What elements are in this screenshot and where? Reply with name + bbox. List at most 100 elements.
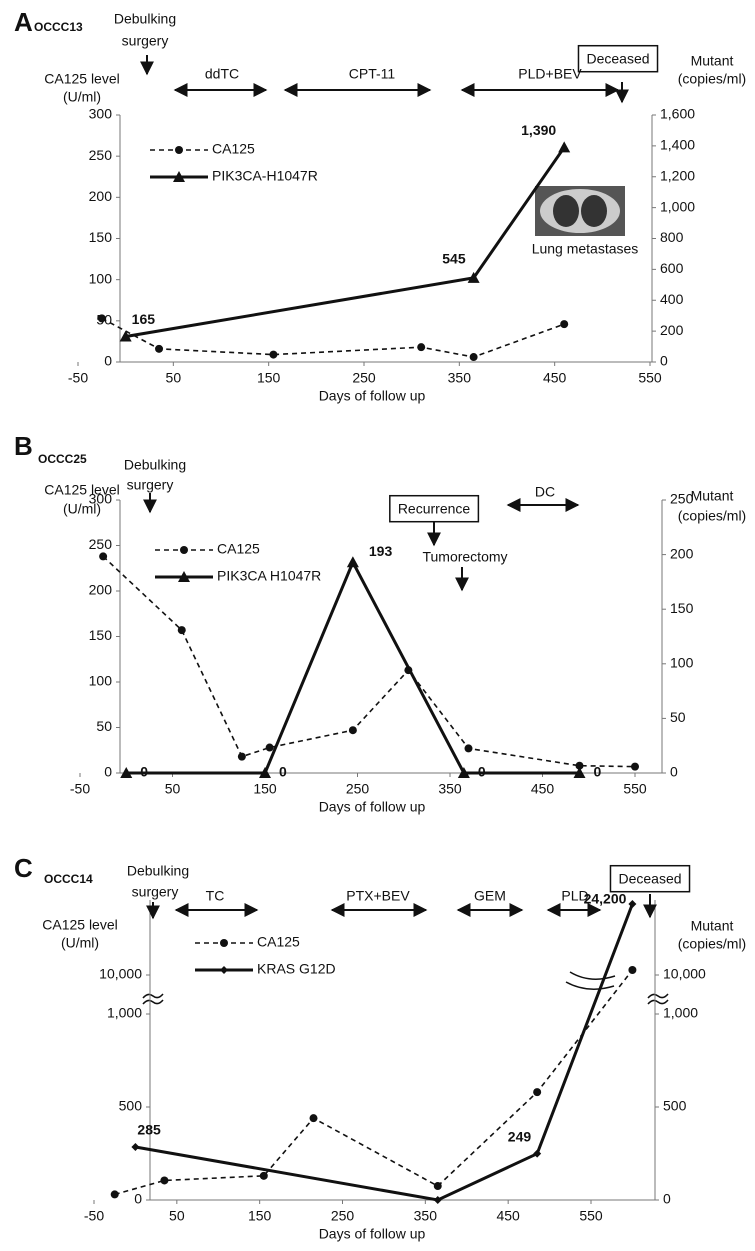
y2-tick-label: 1,600 bbox=[660, 106, 695, 122]
annotation: PLD+BEV bbox=[518, 66, 582, 82]
x-tick-label: 550 bbox=[623, 781, 647, 797]
point bbox=[469, 353, 478, 362]
y-tick-label: 150 bbox=[89, 229, 113, 245]
y-tick-label: 1,000 bbox=[107, 1005, 142, 1021]
legend-marker bbox=[220, 939, 228, 947]
data-label: 249 bbox=[508, 1128, 532, 1144]
point bbox=[433, 1196, 442, 1204]
point bbox=[457, 767, 470, 778]
series-line bbox=[102, 555, 636, 768]
point bbox=[467, 271, 480, 283]
point bbox=[309, 1114, 318, 1123]
annotation: Debulking bbox=[127, 863, 189, 879]
point bbox=[348, 726, 357, 735]
x-axis-label: Days of follow up bbox=[319, 1226, 426, 1242]
y2-tick-label: 800 bbox=[660, 229, 684, 245]
x-tick-label: 150 bbox=[253, 781, 277, 797]
legend-label: KRAS G12D bbox=[257, 961, 336, 977]
legend-marker bbox=[178, 571, 190, 582]
x-tick-label: 250 bbox=[331, 1208, 355, 1224]
legend-label: PIK3CA-H1047R bbox=[212, 168, 318, 184]
legend-marker bbox=[180, 546, 188, 554]
annotation: Debulking bbox=[124, 457, 186, 473]
y-axis-label: CA125 level bbox=[44, 482, 120, 498]
data-label: 0 bbox=[140, 764, 148, 780]
x-tick-label: -50 bbox=[84, 1208, 104, 1224]
legend-marker bbox=[175, 146, 183, 154]
y-axis-label: (U/ml) bbox=[63, 501, 101, 517]
y2-tick-label: 600 bbox=[660, 260, 684, 276]
point bbox=[560, 320, 569, 329]
y-tick-label: 300 bbox=[89, 106, 113, 122]
x-tick-label: 350 bbox=[414, 1208, 438, 1224]
y2-tick-label: 50 bbox=[670, 709, 686, 725]
y2-axis-label: (copies/ml) bbox=[678, 508, 746, 524]
point bbox=[259, 1171, 268, 1180]
annotation: Debulking bbox=[114, 11, 176, 27]
y-axis-label: CA125 level bbox=[42, 917, 118, 933]
data-label: 0 bbox=[594, 764, 602, 780]
x-axis-label: Days of follow up bbox=[319, 799, 426, 815]
x-tick-label: 50 bbox=[165, 781, 181, 797]
x-tick-label: 450 bbox=[543, 370, 567, 386]
legend-label: CA125 bbox=[257, 934, 300, 950]
annotation: OCCC25 bbox=[38, 452, 87, 466]
point bbox=[631, 762, 639, 771]
point bbox=[558, 141, 571, 153]
point bbox=[177, 626, 186, 635]
annotation-box bbox=[609, 864, 691, 893]
series-line bbox=[101, 317, 565, 358]
y2-tick-label: 10,000 bbox=[663, 966, 706, 982]
series-line bbox=[114, 969, 634, 1196]
point bbox=[533, 1088, 542, 1097]
x-tick-label: 150 bbox=[257, 370, 281, 386]
annotation: GEM bbox=[474, 888, 506, 904]
y2-axis-label: Mutant bbox=[691, 918, 734, 934]
y-tick-label: 250 bbox=[89, 536, 113, 552]
y-tick-label: 200 bbox=[89, 582, 113, 598]
y-tick-label: 0 bbox=[104, 764, 112, 780]
x-tick-label: -50 bbox=[70, 781, 90, 797]
ct-image bbox=[535, 186, 625, 236]
data-label: 24,200 bbox=[584, 891, 627, 907]
data-label: 1,390 bbox=[521, 122, 556, 138]
point bbox=[259, 767, 271, 778]
annotation: C bbox=[14, 853, 33, 883]
annotation: surgery bbox=[132, 884, 179, 900]
legend-marker bbox=[173, 171, 185, 182]
x-tick-label: 450 bbox=[496, 1208, 520, 1224]
y2-axis-label: Mutant bbox=[691, 488, 734, 504]
point bbox=[628, 900, 637, 908]
x-tick-label: 450 bbox=[531, 781, 555, 797]
data-label: 285 bbox=[137, 1122, 161, 1138]
y2-tick-label: 0 bbox=[663, 1191, 671, 1207]
y2-tick-label: 500 bbox=[663, 1098, 687, 1114]
data-label: 545 bbox=[442, 251, 466, 267]
y2-tick-label: 1,000 bbox=[663, 1005, 698, 1021]
annotation-box bbox=[577, 44, 659, 73]
data-label: 0 bbox=[478, 764, 486, 780]
y2-tick-label: 150 bbox=[670, 600, 694, 616]
annotation: Tumorectomy bbox=[422, 549, 507, 565]
annotation-box bbox=[389, 494, 480, 523]
point bbox=[155, 344, 164, 353]
y2-tick-label: 0 bbox=[660, 353, 668, 369]
data-label: 0 bbox=[279, 764, 287, 780]
x-tick-label: 50 bbox=[166, 370, 182, 386]
legend-label: CA125 bbox=[217, 541, 260, 557]
y-tick-label: 150 bbox=[89, 627, 113, 643]
annotation: Deceased bbox=[618, 871, 681, 887]
annotation: DC bbox=[535, 484, 555, 500]
point bbox=[237, 752, 246, 761]
x-tick-label: 550 bbox=[579, 1208, 603, 1224]
annotation: A bbox=[14, 7, 33, 37]
point bbox=[575, 761, 584, 770]
x-tick-label: 50 bbox=[169, 1208, 185, 1224]
point bbox=[265, 743, 274, 752]
y2-tick-label: 400 bbox=[660, 291, 684, 307]
annotation: TC bbox=[206, 888, 225, 904]
y-tick-label: 100 bbox=[89, 270, 113, 286]
annotation: surgery bbox=[127, 477, 174, 493]
data-label: 193 bbox=[369, 543, 393, 559]
point bbox=[97, 314, 106, 323]
